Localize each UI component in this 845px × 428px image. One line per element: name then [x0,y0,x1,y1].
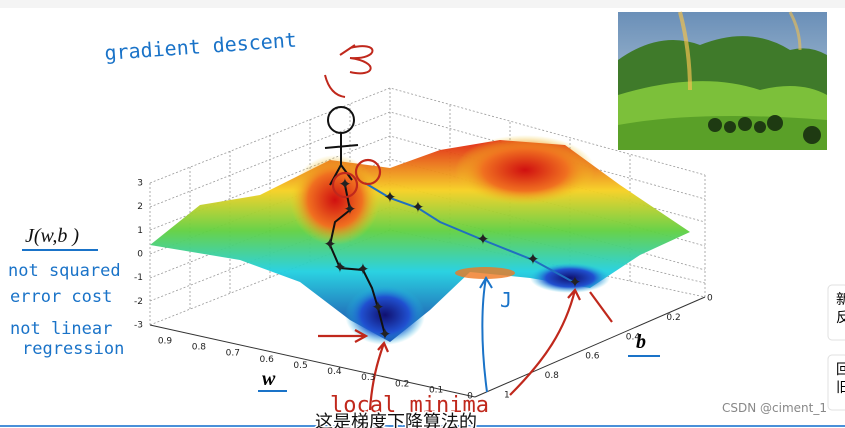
j-label: J [500,288,512,312]
note: regression [22,339,124,359]
svg-text:✦: ✦ [476,230,489,249]
b-label: b [636,331,646,353]
w-tick-label: 0.9 [158,337,173,347]
w-axis [149,324,476,398]
svg-text:✦: ✦ [338,175,351,194]
z-tick-label: -2 [134,297,143,307]
z-tick-label: 0 [137,250,143,260]
cost-surface [150,135,690,345]
subtitle: 这是梯度下降算法的 [315,412,477,428]
b-tick-label: 0 [707,294,713,304]
z-tick-label: 1 [137,226,143,236]
note: not linear [10,319,112,339]
w-tick-label: 0.2 [395,379,409,389]
w-tick-label: 0 [467,392,473,402]
note: not squared [8,261,121,281]
w-tick-label: 0.5 [293,361,307,371]
w-label: w [262,368,276,390]
title-note: gradient descent [104,28,298,65]
top-bar [0,0,845,8]
z-tick-label: -3 [134,321,143,331]
z-tick-label: 3 [137,179,143,189]
minima-label: local minima [330,393,489,418]
svg-text:✦: ✦ [383,188,396,207]
w-tick-label: 0.7 [226,349,240,359]
side-button-text: 回 [836,362,845,378]
landscape-photo [618,11,827,150]
descent-paths: ✦✦✦✦ ✦✦✦ ✦✦✦✦✦ [323,175,581,344]
svg-text:✦: ✦ [356,260,369,279]
b-tick-label: 0.8 [545,371,560,381]
svg-text:✦: ✦ [371,298,384,317]
z-tick-label: 2 [137,202,143,212]
stick-figure [324,106,359,186]
side-button[interactable] [827,354,845,411]
j-arrow [479,276,493,393]
spiral-doodle [324,44,374,98]
w-tick-label: 0.4 [327,367,342,377]
red-marks [318,158,613,411]
b-tick-label: 0.2 [666,313,680,323]
svg-text:✦: ✦ [378,325,391,344]
side-button-text: 旧 [836,380,845,396]
cost-label: J(w,b ) [25,225,79,247]
svg-text:✦: ✦ [333,258,346,277]
b-tick-label: 1 [504,391,510,401]
svg-text:✦: ✦ [411,198,424,217]
note: error cost [10,287,112,307]
side-button[interactable] [827,284,845,341]
side-button-text: 新 [836,292,845,308]
w-tick-label: 0.6 [260,355,275,365]
z-tick-label: -1 [134,273,143,283]
side-button-text: 反 [836,310,845,326]
b-tick-label: 0.4 [626,332,641,342]
b-axis [474,296,706,398]
w-tick-label: 0.3 [361,373,375,383]
watermark: CSDN @ciment_1 [722,401,827,415]
svg-text:✦: ✦ [568,273,581,292]
b-tick-label: 0.6 [585,352,600,362]
svg-text:✦: ✦ [526,250,539,269]
w-tick-label: 0.1 [429,385,443,395]
tick-labels: 3 2 1 0 -1 -2 -3 0.9 0.8 0.7 0.6 0.5 0.4 0.3 0.2 0.1 0 0 0… [134,179,713,402]
svg-text:✦: ✦ [323,235,336,254]
svg-text:✦: ✦ [343,200,356,219]
w-tick-label: 0.8 [192,343,207,353]
